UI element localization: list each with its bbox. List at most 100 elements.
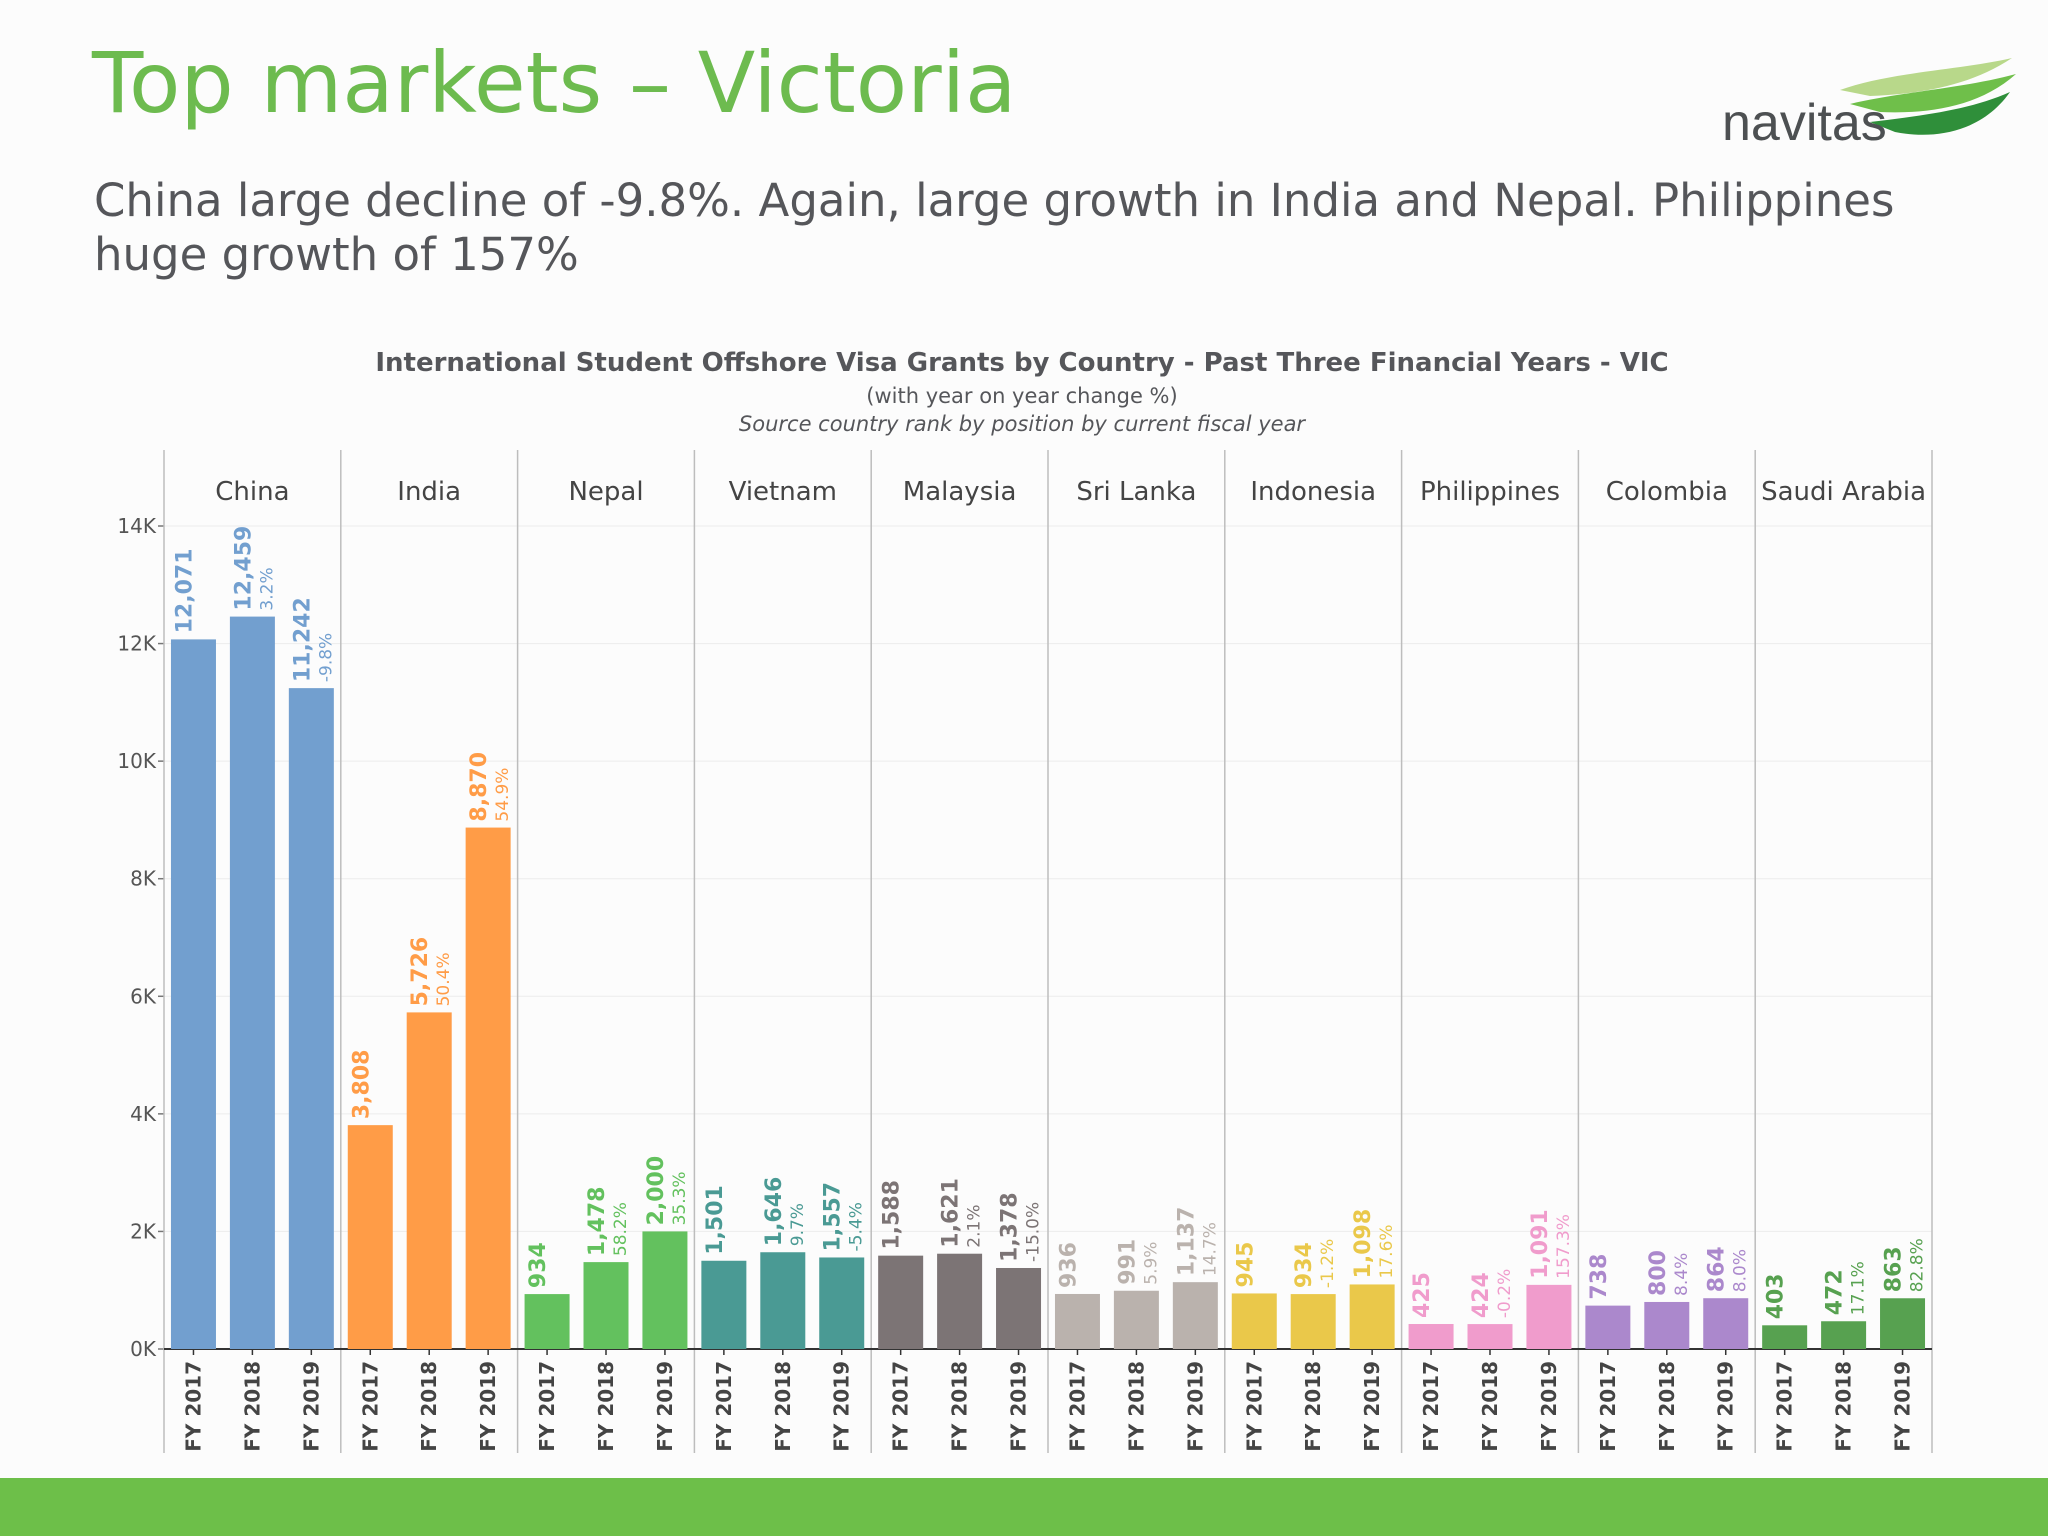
bar-value-label: 12,071 <box>172 548 197 633</box>
x-tick-label: FY 2019 <box>1714 1361 1738 1452</box>
x-tick-label: FY 2017 <box>1773 1361 1797 1452</box>
bar-value-label: 1,378 <box>998 1192 1023 1262</box>
bar <box>1762 1325 1808 1349</box>
y-tick-label: 10K <box>117 749 156 773</box>
bar-change-label: -9.8% <box>316 633 336 682</box>
group-header-label: India <box>397 477 461 507</box>
bar-change-label: 2.1% <box>965 1205 985 1248</box>
bar-value-label: 934 <box>1292 1242 1317 1288</box>
group-header-label: Malaysia <box>903 477 1017 507</box>
x-tick-label: FY 2019 <box>299 1361 323 1452</box>
x-tick-label: FY 2018 <box>1124 1361 1148 1452</box>
bar-change-label: 82.8% <box>1908 1238 1928 1292</box>
bar-change-label: 8.0% <box>1731 1249 1751 1292</box>
x-tick-label: FY 2017 <box>1242 1361 1266 1452</box>
group-header-label: Vietnam <box>729 477 837 507</box>
bar-change-label: 14.7% <box>1200 1222 1220 1276</box>
bar-change-label: 9.7% <box>788 1203 808 1246</box>
y-tick-label: 4K <box>130 1102 157 1126</box>
x-tick-label: FY 2017 <box>1419 1361 1443 1452</box>
logo-swoosh-2 <box>1850 74 2016 113</box>
bar-value-label: 1,478 <box>585 1187 610 1257</box>
bar <box>170 639 216 1349</box>
bar-value-label: 945 <box>1233 1242 1258 1288</box>
bar <box>819 1257 865 1349</box>
bar-change-label: -0.2% <box>1495 1269 1515 1318</box>
bar <box>406 1012 452 1349</box>
x-tick-label: FY 2018 <box>240 1361 264 1452</box>
bar-change-label: 17.1% <box>1849 1261 1869 1315</box>
bar <box>1290 1294 1336 1349</box>
x-tick-label: FY 2017 <box>181 1361 205 1452</box>
bar <box>1113 1290 1159 1349</box>
bar <box>1231 1293 1277 1349</box>
y-tick-label: 14K <box>117 514 156 538</box>
bar <box>701 1260 747 1349</box>
x-tick-label: FY 2018 <box>417 1361 441 1452</box>
bar <box>1821 1321 1867 1349</box>
bar-value-label: 2,000 <box>644 1156 669 1226</box>
bar <box>937 1253 983 1349</box>
y-tick-label: 2K <box>130 1219 157 1243</box>
bar-change-label: 157.3% <box>1554 1214 1574 1279</box>
slide-subtitle: China large decline of -9.8%. Again, lar… <box>94 174 1895 281</box>
x-tick-label: FY 2018 <box>771 1361 795 1452</box>
x-tick-label: FY 2018 <box>1301 1361 1325 1452</box>
visa-grants-chart: International Student Offshore Visa Gran… <box>117 348 1933 1453</box>
bar-value-label: 1,098 <box>1351 1209 1376 1279</box>
bar-value-label: 864 <box>1705 1246 1730 1292</box>
bar <box>642 1231 688 1349</box>
x-tick-label: FY 2018 <box>948 1361 972 1452</box>
bar-change-label: 50.4% <box>434 952 454 1006</box>
x-tick-label: FY 2019 <box>1537 1361 1561 1452</box>
x-tick-label: FY 2018 <box>1832 1361 1856 1452</box>
bar-value-label: 12,459 <box>231 526 256 611</box>
bar <box>1585 1305 1631 1349</box>
bar-value-label: 5,726 <box>408 937 433 1007</box>
bar-change-label: -1.2% <box>1318 1239 1338 1288</box>
bar-value-label: 863 <box>1882 1246 1907 1292</box>
bar-value-label: 800 <box>1646 1250 1671 1296</box>
x-tick-label: FY 2018 <box>1478 1361 1502 1452</box>
x-tick-label: FY 2019 <box>1007 1361 1031 1452</box>
chart-title: International Student Offshore Visa Gran… <box>375 348 1668 378</box>
group-header-label: Nepal <box>568 477 643 507</box>
x-tick-label: FY 2019 <box>1183 1361 1207 1452</box>
bar-value-label: 934 <box>526 1242 551 1288</box>
bar <box>524 1294 570 1349</box>
bar-value-label: 738 <box>1587 1254 1612 1300</box>
group-header-label: China <box>215 477 289 507</box>
slide-title: Top markets – Victoria <box>92 34 1017 132</box>
bar <box>288 688 334 1349</box>
y-tick-label: 0K <box>130 1337 157 1361</box>
x-tick-label: FY 2017 <box>1596 1361 1620 1452</box>
group-header-label: Colombia <box>1606 477 1728 507</box>
bar <box>347 1125 393 1349</box>
bar-change-label: 35.3% <box>670 1171 690 1225</box>
x-tick-label: FY 2019 <box>1360 1361 1384 1452</box>
bar <box>1408 1324 1454 1349</box>
bar-value-label: 1,621 <box>939 1178 964 1248</box>
bar-change-label: -5.4% <box>847 1202 867 1251</box>
bar-value-label: 11,242 <box>290 597 315 682</box>
group-header-label: Saudi Arabia <box>1761 477 1926 507</box>
bar <box>1644 1301 1690 1349</box>
logo-text: navitas <box>1722 94 1887 152</box>
bar-value-label: 1,646 <box>762 1177 787 1247</box>
bar <box>1880 1298 1926 1349</box>
bar-value-label: 424 <box>1469 1272 1494 1318</box>
plot-area: 0K 2K 4K 6K 8K 10K 12K 14K China 12,071 FY 2017 12,… <box>117 450 1933 1453</box>
chart-note: Source country rank by position by curre… <box>739 412 1307 436</box>
chart-subtitle: (with year on year change %) <box>866 384 1177 408</box>
bar <box>760 1252 806 1349</box>
bar <box>1172 1282 1218 1349</box>
bar-value-label: 936 <box>1056 1242 1081 1288</box>
x-tick-label: FY 2017 <box>1065 1361 1089 1452</box>
x-tick-label: FY 2017 <box>535 1361 559 1452</box>
x-tick-label: FY 2019 <box>653 1361 677 1452</box>
bar-value-label: 8,870 <box>467 752 492 822</box>
x-tick-label: FY 2017 <box>712 1361 736 1452</box>
x-tick-label: FY 2019 <box>830 1361 854 1452</box>
bar <box>465 827 511 1349</box>
bar-value-label: 1,091 <box>1528 1209 1553 1279</box>
